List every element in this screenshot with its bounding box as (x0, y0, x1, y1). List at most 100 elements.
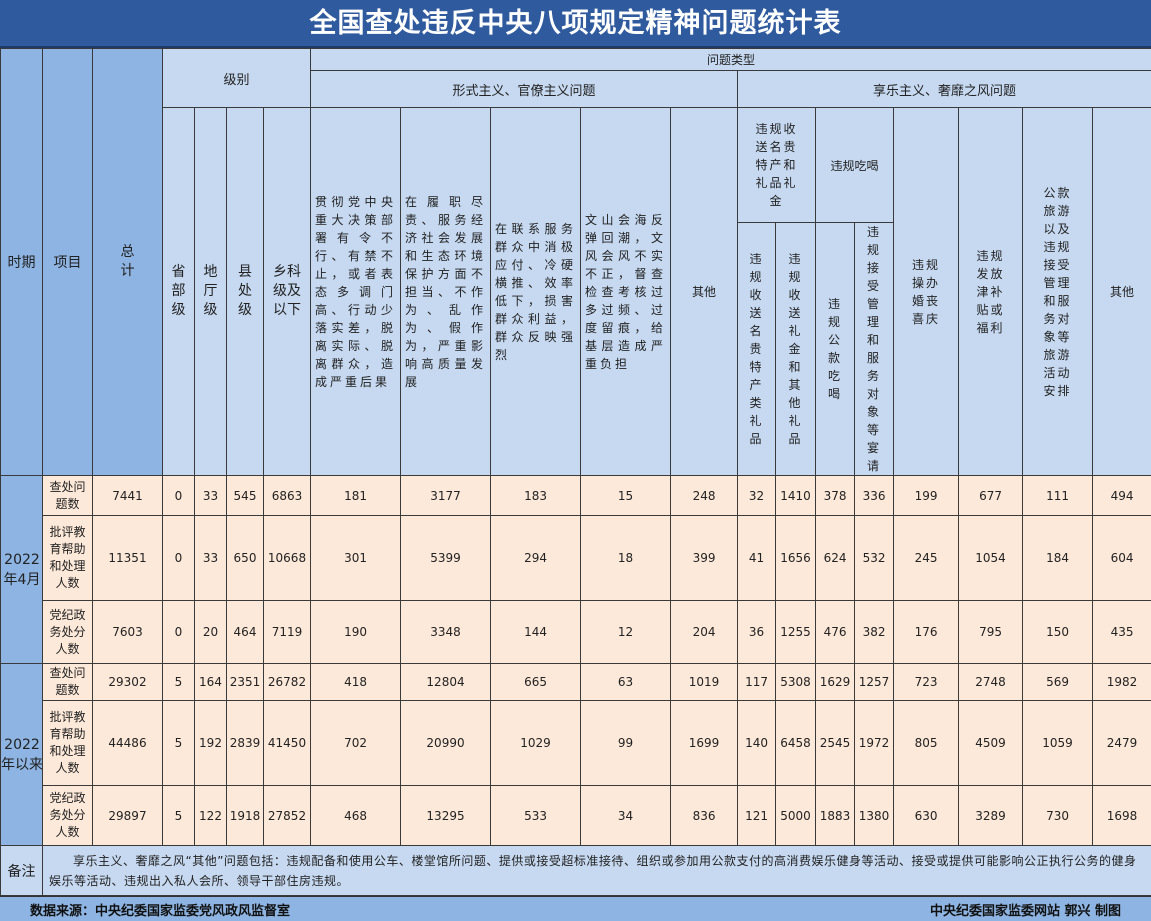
value-cell: 0 (163, 476, 195, 516)
value-cell: 723 (894, 664, 959, 701)
value-cell: 805 (894, 701, 959, 786)
value-cell: 5 (163, 664, 195, 701)
value-cell: 176 (894, 601, 959, 664)
value-cell: 140 (738, 701, 776, 786)
item-label: 批评教育帮助和处理人数 (43, 516, 93, 601)
value-cell: 795 (959, 601, 1023, 664)
value-cell: 2545 (816, 701, 855, 786)
value-cell: 435 (1093, 601, 1151, 664)
value-cell: 144 (491, 601, 581, 664)
value-cell: 650 (227, 516, 264, 601)
value-cell: 1972 (855, 701, 894, 786)
value-cell: 63 (581, 664, 671, 701)
footer: 数据来源：中央纪委国家监委党风政风监督室 中央纪委国家监委网站 郭兴 制图 (0, 896, 1151, 921)
item-label: 查处问题数 (43, 664, 93, 701)
value-cell: 533 (491, 786, 581, 846)
value-cell: 3289 (959, 786, 1023, 846)
value-cell: 301 (311, 516, 401, 601)
value-cell: 630 (894, 786, 959, 846)
value-cell: 34 (581, 786, 671, 846)
value-cell: 183 (491, 476, 581, 516)
value-cell: 117 (738, 664, 776, 701)
value-cell: 5399 (401, 516, 491, 601)
value-cell: 41 (738, 516, 776, 601)
header-dining: 违规吃喝 (816, 108, 894, 223)
value-cell: 1029 (491, 701, 581, 786)
value-cell: 1257 (855, 664, 894, 701)
value-cell: 1054 (959, 516, 1023, 601)
header-item: 项目 (43, 49, 93, 476)
value-cell: 6863 (264, 476, 311, 516)
value-cell: 7603 (93, 601, 163, 664)
header-level-province: 省部级 (163, 108, 195, 476)
value-cell: 5 (163, 701, 195, 786)
value-cell: 1918 (227, 786, 264, 846)
header-gifts-cash: 违规收送礼金和其他礼品 (776, 223, 816, 476)
header-formalism-col-1: 贯彻党中央重大决策部署有令不行、有禁不止，或者表态多调门高、行动少落实差，脱离实… (311, 108, 401, 476)
value-cell: 0 (163, 601, 195, 664)
header-tourism: 公款旅游以及违规接受管理和服务对象等旅游活动安排 (1023, 108, 1093, 476)
value-cell: 476 (816, 601, 855, 664)
value-cell: 1883 (816, 786, 855, 846)
value-cell: 2479 (1093, 701, 1151, 786)
value-cell: 0 (163, 516, 195, 601)
value-cell: 5308 (776, 664, 816, 701)
value-cell: 5 (163, 786, 195, 846)
value-cell: 468 (311, 786, 401, 846)
header-gifts: 违规收送名贵特产和礼品礼金 (738, 108, 816, 223)
item-label: 查处问题数 (43, 476, 93, 516)
value-cell: 18 (581, 516, 671, 601)
value-cell: 1656 (776, 516, 816, 601)
header-total: 总计 (93, 49, 163, 476)
value-cell: 150 (1023, 601, 1093, 664)
value-cell: 26782 (264, 664, 311, 701)
header-dining-banquet: 违规接受管理和服务对象等宴请 (855, 223, 894, 476)
value-cell: 336 (855, 476, 894, 516)
value-cell: 418 (311, 664, 401, 701)
credit: 中央纪委国家监委网站 郭兴 制图 (930, 900, 1121, 919)
value-cell: 29302 (93, 664, 163, 701)
stats-table: 时期 项目 总计 级别 问题类型 形式主义、官僚主义问题 享乐主义、奢靡之风问题… (0, 48, 1151, 896)
value-cell: 44486 (93, 701, 163, 786)
header-level: 级别 (163, 49, 311, 108)
value-cell: 836 (671, 786, 738, 846)
value-cell: 190 (311, 601, 401, 664)
value-cell: 20 (195, 601, 227, 664)
value-cell: 2748 (959, 664, 1023, 701)
value-cell: 122 (195, 786, 227, 846)
value-cell: 164 (195, 664, 227, 701)
period-cell: 2022年以来 (1, 664, 43, 846)
value-cell: 41450 (264, 701, 311, 786)
header-allowances: 违规发放津补贴或福利 (959, 108, 1023, 476)
value-cell: 6458 (776, 701, 816, 786)
header-level-county: 县处级 (227, 108, 264, 476)
value-cell: 15 (581, 476, 671, 516)
value-cell: 10668 (264, 516, 311, 601)
value-cell: 1410 (776, 476, 816, 516)
value-cell: 294 (491, 516, 581, 601)
value-cell: 11351 (93, 516, 163, 601)
value-cell: 545 (227, 476, 264, 516)
header-problem-type: 问题类型 (311, 49, 1151, 71)
header-level-prefecture: 地厅级 (195, 108, 227, 476)
value-cell: 382 (855, 601, 894, 664)
header-formalism-other: 其他 (671, 108, 738, 476)
value-cell: 36 (738, 601, 776, 664)
value-cell: 204 (671, 601, 738, 664)
value-cell: 464 (227, 601, 264, 664)
value-cell: 7119 (264, 601, 311, 664)
data-source: 数据来源：中央纪委国家监委党风政风监督室 (30, 900, 290, 919)
header-gifts-specialty: 违规收送名贵特产类礼品 (738, 223, 776, 476)
header-formalism-col-3: 在联系服务群众中消极应付、冷硬横推、效率低下，损害群众利益，群众反映强烈 (491, 108, 581, 476)
header-weddings-funerals: 违规操办婚丧喜庆 (894, 108, 959, 476)
value-cell: 604 (1093, 516, 1151, 601)
value-cell: 4509 (959, 701, 1023, 786)
value-cell: 248 (671, 476, 738, 516)
note-text: 享乐主义、奢靡之风“其他”问题包括：违规配备和使用公车、楼堂馆所问题、提供或接受… (43, 846, 1151, 896)
value-cell: 12 (581, 601, 671, 664)
